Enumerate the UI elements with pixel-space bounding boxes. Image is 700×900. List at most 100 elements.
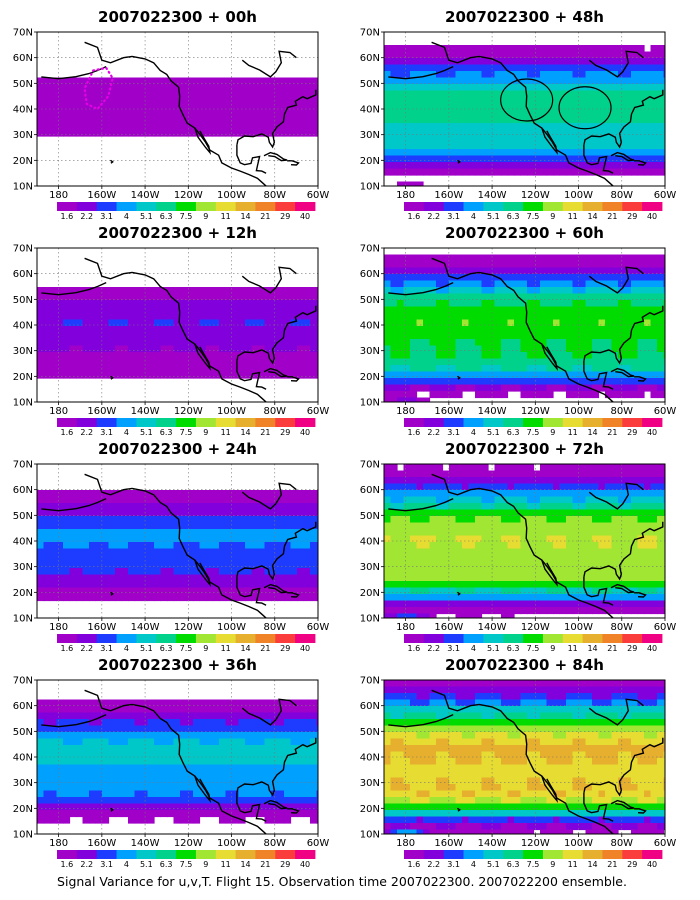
colorbar-swatch (57, 202, 78, 211)
colorbar-label: 5.1 (487, 860, 500, 869)
lon-label: 100W (564, 838, 593, 849)
lat-label: 40N (13, 321, 33, 332)
colorbar-swatch (582, 202, 603, 211)
colorbar-label: 14 (240, 860, 250, 869)
colorbar-label: 21 (607, 428, 617, 437)
colorbar-swatch (483, 634, 504, 643)
colorbar-label: 4 (124, 860, 129, 869)
colorbar-label: 7.5 (527, 860, 540, 869)
colorbar-swatch (642, 850, 663, 859)
lat-label: 30N (360, 562, 380, 573)
lon-label: 160W (87, 622, 116, 633)
colorbar-swatch (136, 418, 157, 427)
lon-label: 180 (396, 406, 415, 417)
lat-label: 60N (13, 269, 33, 280)
lat-label: 60N (13, 53, 33, 64)
verification-circle (500, 78, 554, 122)
colorbar-swatch (235, 202, 256, 211)
lat-label: 40N (360, 753, 380, 764)
colorbar-swatch (57, 634, 78, 643)
lat-label: 10N (360, 398, 380, 409)
lat-label: 60N (360, 269, 380, 280)
colorbar-label: 29 (627, 644, 637, 653)
colorbar-label: 21 (260, 212, 270, 221)
colorbar-label: 5.1 (140, 644, 153, 653)
map-panel: 2007022300 + 00h 70N 60N 50N 40N 30N 20N 10N 180… (13, 8, 330, 221)
colorbar-swatch (622, 850, 643, 859)
lon-label: 140W (131, 190, 160, 201)
figure-caption: Signal Variance for u,v,T. Flight 15. Ob… (57, 874, 627, 889)
panel-title: 2007022300 + 36h (98, 656, 257, 674)
map-panel: 2007022300 + 12h 70N 60N 50N 40N 30N 20N 10N 180… (13, 224, 330, 437)
lat-label: 10N (13, 182, 33, 193)
colorbar-label: 21 (607, 860, 617, 869)
lat-label: 20N (360, 588, 380, 599)
lat-label: 10N (360, 830, 380, 841)
lon-label: 80W (610, 190, 633, 201)
colorbar-label: 40 (647, 212, 657, 221)
lat-label: 70N (13, 244, 33, 255)
colorbar-swatch (503, 850, 524, 859)
lon-label: 180 (396, 622, 415, 633)
colorbar-swatch (176, 202, 197, 211)
map-panel: 2007022300 + 60h 70N 60N 50N 40N 30N 20N 10N 180… (360, 224, 677, 437)
lat-label: 50N (360, 511, 380, 522)
colorbar-swatch (602, 202, 623, 211)
lon-label: 80W (610, 838, 633, 849)
lon-label: 100W (217, 622, 246, 633)
lat-label: 20N (360, 372, 380, 383)
lat-label: 10N (13, 830, 33, 841)
map-panel: 2007022300 + 72h 70N 60N 50N 40N 30N 20N 10N 180… (360, 440, 677, 653)
colorbar-label: 6.3 (507, 860, 520, 869)
colorbar-swatch (463, 634, 484, 643)
colorbar-swatch (562, 850, 584, 859)
colorbar-swatch (463, 202, 484, 211)
lat-label: 30N (360, 130, 380, 141)
coastlines (41, 257, 317, 402)
colorbar-label: 29 (280, 860, 290, 869)
colorbar-label: 1.6 (408, 428, 421, 437)
colorbar-swatch (523, 850, 544, 859)
colorbar: 1.6 2.2 3.1 4 5.1 6.3 7.5 9 11 14 21 29 40 (404, 418, 663, 437)
lat-label: 70N (13, 460, 33, 471)
coastlines (388, 41, 664, 186)
lon-label: 120W (521, 838, 550, 849)
map-panel: 2007022300 + 48h 70N 60N 50N 40N 30N 20N 10N 180… (360, 8, 677, 221)
map-panel: 2007022300 + 36h 70N 60N 50N 40N 30N 20N 10N 180… (13, 656, 330, 869)
graticule (384, 248, 665, 402)
colorbar-swatch (503, 634, 524, 643)
lat-label: 20N (13, 804, 33, 815)
colorbar-label: 6.3 (507, 428, 520, 437)
lon-label: 140W (131, 406, 160, 417)
colorbar: 1.6 2.2 3.1 4 5.1 6.3 7.5 9 11 14 21 29 40 (57, 850, 316, 869)
colorbar-label: 4 (471, 644, 476, 653)
colorbar-label: 14 (587, 428, 597, 437)
colorbar-swatch (602, 634, 623, 643)
lat-label: 50N (13, 79, 33, 90)
colorbar-swatch (255, 418, 276, 427)
colorbar-swatch (96, 418, 117, 427)
lat-label: 60N (360, 701, 380, 712)
lat-label: 60N (360, 485, 380, 496)
colorbar-label: 7.5 (527, 212, 540, 221)
lat-label: 20N (13, 588, 33, 599)
colorbar-swatch (255, 634, 276, 643)
colorbar-label: 6.3 (160, 212, 173, 221)
colorbar-swatch (255, 850, 276, 859)
lon-label: 120W (174, 190, 203, 201)
colorbar: 1.6 2.2 3.1 4 5.1 6.3 7.5 9 11 14 21 29 40 (404, 850, 663, 869)
graticule (384, 680, 665, 834)
colorbar-swatch (156, 202, 177, 211)
verification-circle (558, 86, 612, 130)
lon-label: 180 (49, 190, 68, 201)
lon-label: 140W (478, 406, 507, 417)
graticule (384, 32, 665, 186)
colorbar-swatch (275, 202, 296, 211)
colorbar-label: 40 (300, 212, 310, 221)
colorbar-swatch (642, 634, 663, 643)
lon-label: 60W (307, 838, 330, 849)
colorbar-swatch (404, 850, 425, 859)
lat-label: 20N (360, 156, 380, 167)
lat-label: 40N (13, 537, 33, 548)
